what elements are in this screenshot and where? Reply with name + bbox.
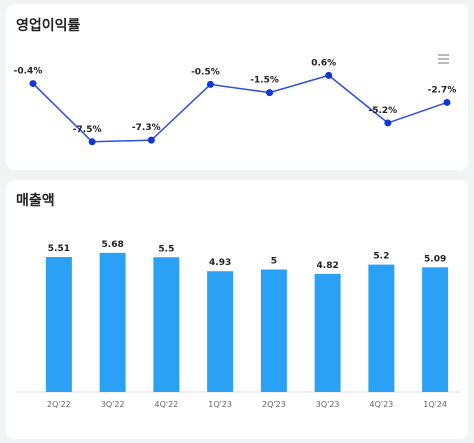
point bbox=[384, 119, 392, 127]
data-label: -1.5% bbox=[250, 76, 279, 86]
data-label: 5.51 bbox=[48, 244, 70, 254]
point bbox=[147, 136, 155, 144]
data-label: -0.5% bbox=[191, 67, 220, 77]
point bbox=[88, 138, 96, 146]
chart-title: 영업이익률 bbox=[16, 17, 81, 34]
point bbox=[29, 80, 37, 88]
bar bbox=[153, 257, 180, 392]
point bbox=[443, 98, 451, 106]
x-tick-label: 3Q'22 bbox=[101, 400, 125, 409]
menu-icon[interactable] bbox=[438, 54, 449, 64]
x-tick-label: 4Q'23 bbox=[369, 400, 393, 409]
bar bbox=[207, 271, 234, 392]
x-tick-label: 2Q'23 bbox=[262, 400, 286, 409]
x-tick-label: 2Q'22 bbox=[47, 400, 71, 409]
bar bbox=[45, 257, 72, 392]
data-label: 5.2 bbox=[373, 252, 389, 262]
x-tick-label: 3Q'23 bbox=[316, 400, 340, 409]
bar bbox=[368, 264, 395, 392]
x-tick-label: 1Q'24 bbox=[423, 400, 447, 409]
bar bbox=[99, 252, 126, 392]
card bbox=[6, 180, 468, 439]
data-label: 5 bbox=[271, 257, 277, 267]
point bbox=[266, 89, 274, 97]
line bbox=[32, 74, 448, 143]
data-label: -7.5% bbox=[73, 125, 102, 135]
x-tick-label: 4Q'22 bbox=[154, 400, 178, 409]
data-label: 5.68 bbox=[102, 240, 124, 250]
data-label: 0.6% bbox=[311, 58, 336, 68]
data-label: 5.09 bbox=[424, 254, 446, 264]
x-tick-label: 1Q'23 bbox=[208, 400, 232, 409]
bar bbox=[422, 267, 449, 392]
data-label: -5.2% bbox=[369, 106, 398, 116]
data-label: -2.7% bbox=[428, 85, 457, 95]
data-label: -7.3% bbox=[132, 123, 161, 133]
data-label: 5.5 bbox=[158, 244, 174, 254]
bar bbox=[314, 273, 341, 392]
data-label: 4.82 bbox=[317, 261, 339, 271]
chart-title: 매출액 bbox=[16, 192, 55, 209]
bar bbox=[260, 269, 287, 392]
card bbox=[6, 4, 468, 170]
point bbox=[325, 71, 333, 79]
data-label: 4.93 bbox=[209, 258, 231, 268]
point bbox=[206, 80, 214, 88]
data-label: -0.4% bbox=[14, 67, 43, 77]
